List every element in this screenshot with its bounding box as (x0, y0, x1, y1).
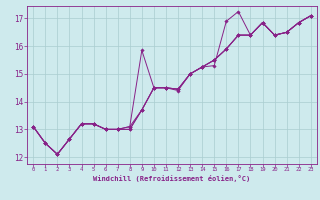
X-axis label: Windchill (Refroidissement éolien,°C): Windchill (Refroidissement éolien,°C) (93, 175, 251, 182)
